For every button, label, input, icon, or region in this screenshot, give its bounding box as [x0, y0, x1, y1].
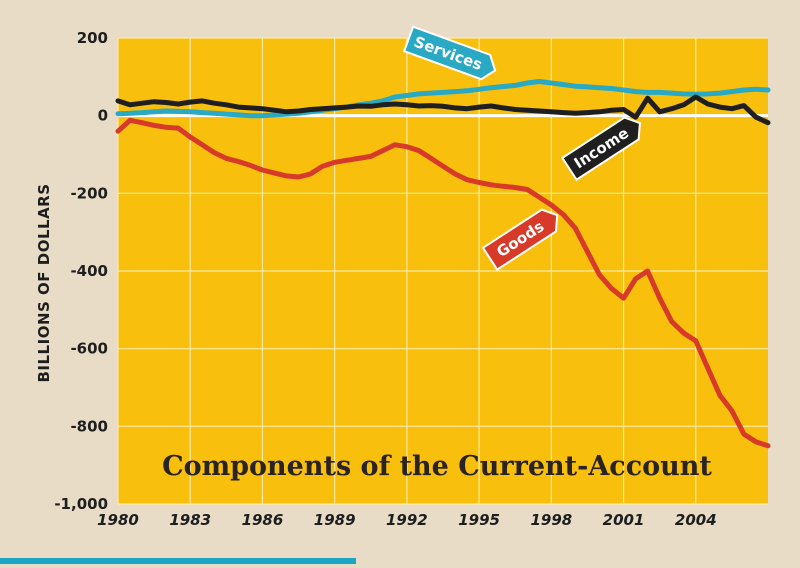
x-tick-label: 1989	[314, 511, 356, 529]
y-tick-label: 200	[77, 29, 108, 47]
y-tick-label: -600	[70, 340, 108, 358]
x-tick-label: 2004	[675, 511, 717, 529]
x-tick-label: 2001	[603, 511, 645, 529]
x-axis-ticks: 1980 1983 1986 1989 1992 1995 1998 2001 2004	[97, 511, 717, 529]
x-tick-label: 1983	[169, 511, 211, 529]
income-label-tag	[560, 116, 641, 182]
y-tick-label: -1,000	[54, 495, 108, 513]
y-tick-label: -400	[70, 262, 108, 280]
goods-series-line	[115, 117, 771, 449]
y-axis-label: BILLIONS OF DOLLARS	[35, 183, 53, 382]
income-series-line	[115, 94, 771, 126]
services-label-tag	[402, 25, 497, 81]
goods-label-tag	[481, 208, 559, 271]
x-tick-label: 1980	[97, 511, 139, 529]
services-series-line	[115, 79, 771, 119]
y-tick-label: 0	[98, 107, 108, 125]
bottom-accent-strip	[0, 558, 356, 564]
y-axis-ticks: 200 0 -200 -400 -600 -800 -1,000	[54, 29, 108, 513]
x-tick-label: 1995	[458, 511, 500, 529]
x-tick-label: 1992	[386, 511, 428, 529]
y-tick-label: -200	[70, 184, 108, 202]
x-tick-label: 1998	[530, 511, 572, 529]
series-lines	[115, 79, 771, 449]
chart-title: Components of the Current-Account	[162, 451, 712, 482]
y-tick-label: -800	[70, 417, 108, 435]
x-tick-label: 1986	[242, 511, 284, 529]
